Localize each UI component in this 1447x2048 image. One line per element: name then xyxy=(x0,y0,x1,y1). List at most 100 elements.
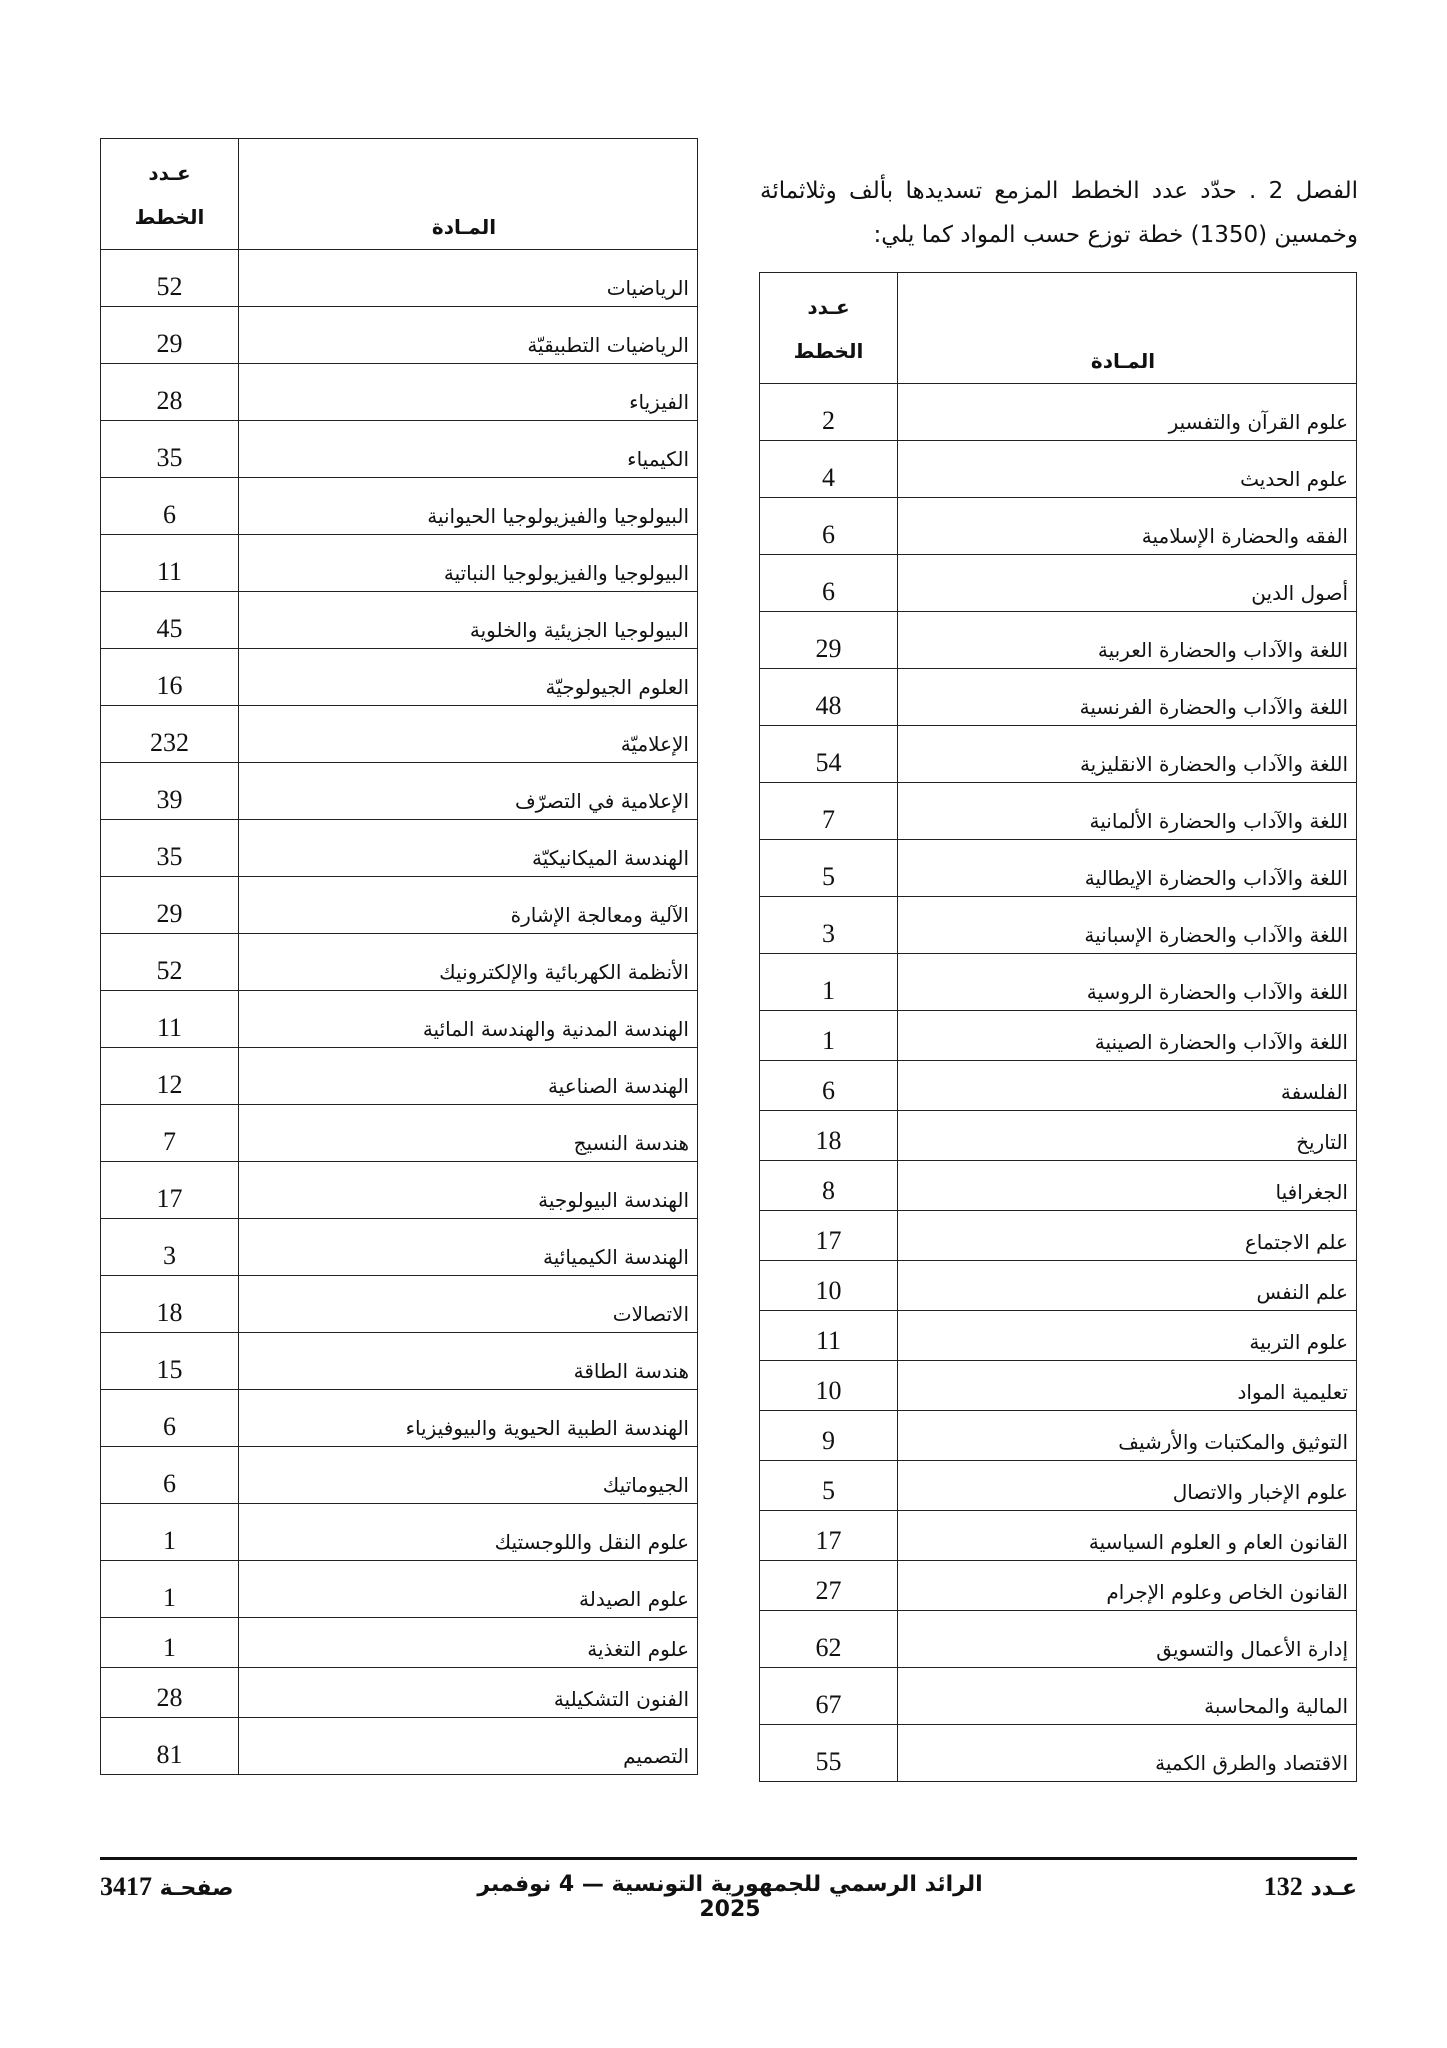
count-cell: 18 xyxy=(759,1110,898,1161)
subject-cell: القانون الخاص وعلوم الإجرام xyxy=(897,1560,1357,1611)
count-cell: 7 xyxy=(759,782,898,840)
count-cell: 29 xyxy=(759,611,898,669)
table-row: اللغة والآداب والحضارة الصينية 1 xyxy=(759,1010,1357,1061)
table-row: علم النفس 10 xyxy=(759,1260,1357,1311)
table-row: الرياضيات 52 xyxy=(100,249,698,307)
count-cell: 18 xyxy=(100,1275,239,1333)
subject-cell: اللغة والآداب والحضارة الانقليزية xyxy=(897,725,1357,783)
count-cell: 1 xyxy=(759,953,898,1011)
subject-cell: اللغة والآداب والحضارة الألمانية xyxy=(897,782,1357,840)
count-cell: 6 xyxy=(100,1389,239,1447)
count-cell: 67 xyxy=(759,1667,898,1725)
table-row: الفقه والحضارة الإسلامية 6 xyxy=(759,497,1357,555)
subject-cell: إدارة الأعمال والتسويق xyxy=(897,1610,1357,1668)
count-cell: 1 xyxy=(100,1560,239,1618)
subject-cell: الإعلاميّة xyxy=(238,705,698,763)
table-row: الفيزياء 28 xyxy=(100,363,698,421)
subject-cell: الجغرافيا xyxy=(897,1160,1357,1211)
count-cell: 62 xyxy=(759,1610,898,1668)
table-row: العلوم الجيولوجيّة 16 xyxy=(100,648,698,706)
table-row: الجيوماتيك 6 xyxy=(100,1446,698,1504)
subject-header: المـادة xyxy=(238,138,698,250)
table-row: البيولوجيا والفيزيولوجيا الحيوانية 6 xyxy=(100,477,698,535)
count-cell: 28 xyxy=(100,363,239,421)
subject-cell: القانون العام و العلوم السياسية xyxy=(897,1510,1357,1561)
table-row: المالية والمحاسبة 67 xyxy=(759,1667,1357,1725)
subject-cell: الرياضيات التطبيقيّة xyxy=(238,306,698,364)
count-cell: 17 xyxy=(100,1161,239,1219)
subject-cell: علوم الصيدلة xyxy=(238,1560,698,1618)
count-cell: 11 xyxy=(759,1310,898,1361)
count-cell: 16 xyxy=(100,648,239,706)
table-row: الاقتصاد والطرق الكمية 55 xyxy=(759,1724,1357,1782)
count-cell: 8 xyxy=(759,1160,898,1211)
subject-cell: الكيمياء xyxy=(238,420,698,478)
table-row: اللغة والآداب والحضارة الإسبانية 3 xyxy=(759,896,1357,954)
table-row: البيولوجيا الجزيئية والخلوية 45 xyxy=(100,591,698,649)
subject-cell: الهندسة الصناعية xyxy=(238,1047,698,1105)
subjects-table-right: المـادة عـدد الخطط علوم القرآن والتفسير 2 ع… xyxy=(759,272,1357,1782)
count-cell: 6 xyxy=(759,1060,898,1111)
table-row: هندسة النسيج 7 xyxy=(100,1104,698,1162)
count-cell: 35 xyxy=(100,819,239,877)
subject-cell: التصميم xyxy=(238,1717,698,1775)
table-row: اللغة والآداب والحضارة الروسية 1 xyxy=(759,953,1357,1011)
subject-cell: علم النفس xyxy=(897,1260,1357,1311)
subject-cell: الهندسة المدنية والهندسة المائية xyxy=(238,990,698,1048)
journal-title-date: الرائد الرسمي للجمهورية التونسية — 4 نوف… xyxy=(477,1872,983,1922)
table-row: علوم القرآن والتفسير 2 xyxy=(759,383,1357,441)
table-row: التوثيق والمكتبات والأرشيف 9 xyxy=(759,1410,1357,1461)
subject-cell: التوثيق والمكتبات والأرشيف xyxy=(897,1410,1357,1461)
article-2-intro: الفصل 2 . حدّد عدد الخطط المزمع تسديدها … xyxy=(760,178,1358,248)
table-row: علوم الصيدلة 1 xyxy=(100,1560,698,1618)
table-row: الفلسفة 6 xyxy=(759,1060,1357,1111)
table-row: الإعلاميّة 232 xyxy=(100,705,698,763)
subject-cell: الفقه والحضارة الإسلامية xyxy=(897,497,1357,555)
table-row: الأنظمة الكهربائية والإلكترونيك 52 xyxy=(100,933,698,991)
subject-cell: الرياضيات xyxy=(238,249,698,307)
count-cell: 55 xyxy=(759,1724,898,1782)
count-cell: 81 xyxy=(100,1717,239,1775)
count-cell: 6 xyxy=(100,477,239,535)
table-row: علم الاجتماع 17 xyxy=(759,1210,1357,1261)
table-row: الهندسة الميكانيكيّة 35 xyxy=(100,819,698,877)
table-row: علوم التربية 11 xyxy=(759,1310,1357,1361)
subject-cell: الهندسة البيولوجية xyxy=(238,1161,698,1219)
subject-cell: الفنون التشكيلية xyxy=(238,1667,698,1718)
subject-cell: الاتصالات xyxy=(238,1275,698,1333)
subject-cell: اللغة والآداب والحضارة الروسية xyxy=(897,953,1357,1011)
table-row: الهندسة الكيميائية 3 xyxy=(100,1218,698,1276)
table-row: اللغة والآداب والحضارة الفرنسية 48 xyxy=(759,668,1357,726)
table-row: علوم النقل واللوجستيك 1 xyxy=(100,1503,698,1561)
subject-header: المـادة xyxy=(897,272,1357,384)
subject-cell: علوم الحديث xyxy=(897,440,1357,498)
count-cell: 48 xyxy=(759,668,898,726)
table-row: الهندسة الطبية الحيوية والبيوفيزياء 6 xyxy=(100,1389,698,1447)
table-row: القانون الخاص وعلوم الإجرام 27 xyxy=(759,1560,1357,1611)
subject-cell: علوم القرآن والتفسير xyxy=(897,383,1357,441)
count-cell: 4 xyxy=(759,440,898,498)
table-row: علوم الإخبار والاتصال 5 xyxy=(759,1460,1357,1511)
count-cell: 3 xyxy=(759,896,898,954)
subject-cell: البيولوجيا الجزيئية والخلوية xyxy=(238,591,698,649)
table-row: الإعلامية في التصرّف 39 xyxy=(100,762,698,820)
count-cell: 12 xyxy=(100,1047,239,1105)
subject-cell: اللغة والآداب والحضارة الفرنسية xyxy=(897,668,1357,726)
count-cell: 5 xyxy=(759,1460,898,1511)
table-row: إدارة الأعمال والتسويق 62 xyxy=(759,1610,1357,1668)
table-row: الجغرافيا 8 xyxy=(759,1160,1357,1211)
footer-rule xyxy=(100,1857,1357,1860)
table-row: علوم الحديث 4 xyxy=(759,440,1357,498)
subject-cell: اللغة والآداب والحضارة العربية xyxy=(897,611,1357,669)
table-row: الاتصالات 18 xyxy=(100,1275,698,1333)
table-row: اللغة والآداب والحضارة العربية 29 xyxy=(759,611,1357,669)
count-cell: 29 xyxy=(100,876,239,934)
subject-cell: اللغة والآداب والحضارة الصينية xyxy=(897,1010,1357,1061)
table-row: علوم التغذية 1 xyxy=(100,1617,698,1668)
count-cell: 10 xyxy=(759,1260,898,1311)
table-row: هندسة الطاقة 15 xyxy=(100,1332,698,1390)
table-row: الفنون التشكيلية 28 xyxy=(100,1667,698,1718)
subject-cell: تعليمية المواد xyxy=(897,1360,1357,1411)
table-row: اللغة والآداب والحضارة الانقليزية 54 xyxy=(759,725,1357,783)
count-cell: 10 xyxy=(759,1360,898,1411)
